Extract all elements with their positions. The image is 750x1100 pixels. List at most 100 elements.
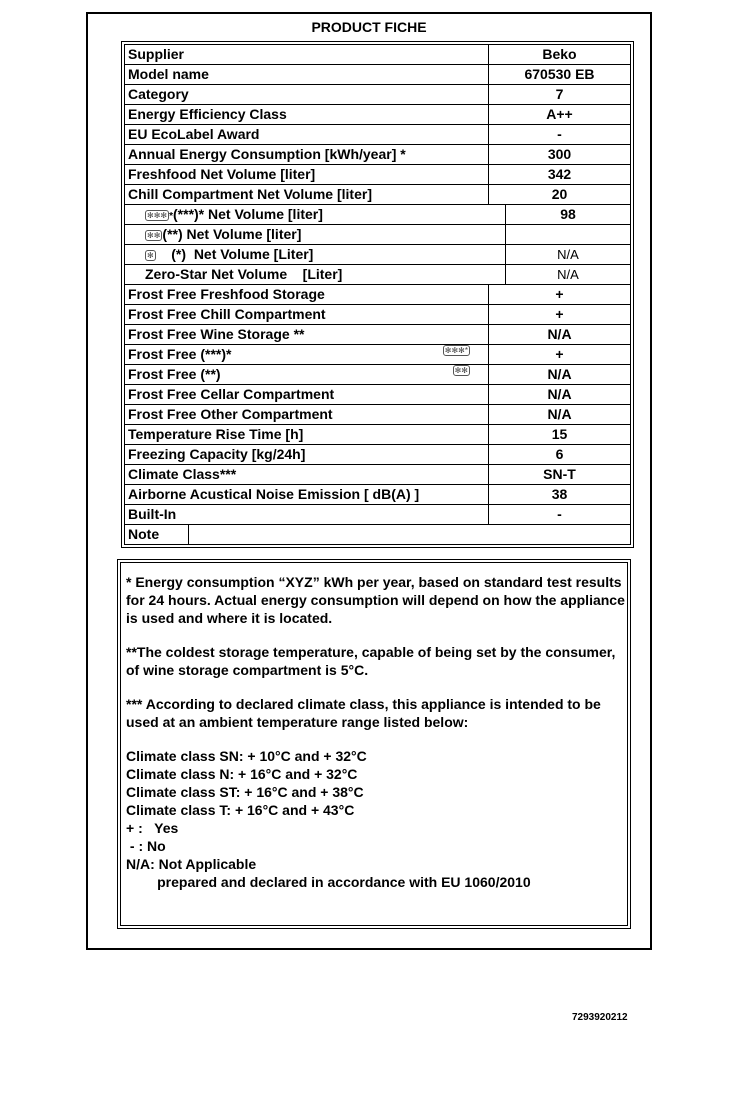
row-value: -	[557, 126, 562, 142]
row-label-text: Category	[128, 86, 189, 102]
row-value: N/A	[547, 386, 572, 402]
row-label: Model name	[125, 65, 489, 84]
row-value: +	[555, 346, 564, 362]
row-value: Beko	[542, 46, 577, 62]
row-label: Temperature Rise Time [h]	[125, 425, 489, 444]
two-star-icon: ✻✻	[452, 365, 470, 376]
row-label: Frost Free Other Compartment	[125, 405, 489, 424]
row-label-text: (*) Net Volume [Liter]	[155, 246, 314, 262]
row-value	[189, 525, 630, 544]
row-label-text: Zero-Star Net Volume [Liter]	[145, 266, 343, 282]
four-star-icon: ✻✻✻*	[442, 345, 470, 356]
table-row: EU EcoLabel Award -	[125, 125, 630, 145]
row-label: Frost Free (***)* ✻✻✻*	[125, 345, 489, 364]
table-row: ✻ (*) Net Volume [Liter] N/A	[125, 245, 630, 265]
table-row: Frost Free Freshfood Storage +	[125, 285, 630, 305]
table-row: Chill Compartment Net Volume [liter] 20	[125, 185, 630, 205]
row-value: -	[557, 506, 562, 522]
row-label-text: Frost Free Wine Storage **	[128, 326, 305, 342]
row-value: 98	[560, 206, 576, 222]
row-label: Note	[125, 525, 189, 544]
row-label-text: EU EcoLabel Award	[128, 126, 260, 142]
row-value: 670530 EB	[524, 66, 595, 82]
table-row: Annual Energy Consumption [kWh/year] * 30…	[125, 145, 630, 165]
table-row: Freezing Capacity [kg/24h] 6	[125, 445, 630, 465]
product-fiche: PRODUCT FICHE Supplier Beko Model name 6705…	[86, 12, 652, 950]
note-line: - : No	[126, 838, 166, 854]
table-row: Frost Free (***)* ✻✻✻* +	[125, 345, 630, 365]
row-label-text: Annual Energy Consumption [kWh/year] *	[128, 146, 406, 162]
row-label: Freezing Capacity [kg/24h]	[125, 445, 489, 464]
row-label-text: Freezing Capacity [kg/24h]	[128, 446, 306, 462]
table-row: Frost Free Other Compartment N/A	[125, 405, 630, 425]
row-label: Climate Class***	[125, 465, 489, 484]
row-label: Annual Energy Consumption [kWh/year] *	[125, 145, 489, 164]
row-value: SN-T	[543, 466, 576, 482]
note-line: Climate class N: + 16°C and + 32°C	[126, 766, 358, 782]
row-value: N/A	[547, 406, 572, 422]
table-row: Frost Free Wine Storage ** N/A	[125, 325, 630, 345]
row-value: 7	[555, 86, 564, 102]
table-row: Note	[125, 525, 630, 544]
table-row: Category 7	[125, 85, 630, 105]
row-label: Airborne Acustical Noise Emission [ dB(A…	[125, 485, 489, 504]
document-code: 7293920212	[572, 1012, 628, 1023]
row-value: N/A	[557, 267, 579, 282]
row-value: 6	[555, 446, 564, 462]
page-title: PRODUCT FICHE	[311, 19, 427, 35]
row-label-text: Airborne Acustical Noise Emission [ dB(A…	[128, 486, 420, 502]
row-value: 300	[547, 146, 572, 162]
row-label: Chill Compartment Net Volume [liter]	[125, 185, 489, 204]
row-value: +	[555, 286, 564, 302]
table-row: Climate Class*** SN-T	[125, 465, 630, 485]
row-value: N/A	[547, 326, 572, 342]
four-star-icon: ✻✻✻	[145, 209, 170, 221]
row-label-text: Energy Efficiency Class	[128, 106, 287, 122]
row-label-text: Frost Free Chill Compartment	[128, 306, 326, 322]
row-label-text: Note	[128, 526, 160, 542]
table-row: Frost Free Cellar Compartment N/A	[125, 385, 630, 405]
note-line: + : Yes	[126, 820, 179, 836]
row-label: Category	[125, 85, 489, 104]
asterisk-icon: *	[169, 211, 174, 222]
row-value: A++	[546, 106, 573, 122]
table-row: ✻✻ (**) Net Volume [liter]	[125, 225, 630, 245]
table-row: Temperature Rise Time [h] 15	[125, 425, 630, 445]
row-value: +	[555, 306, 564, 322]
table-row: Zero-Star Net Volume [Liter] N/A	[125, 265, 630, 285]
row-label-text: Freshfood Net Volume [liter]	[128, 166, 316, 182]
two-star-icon: ✻✻	[145, 229, 163, 241]
fiche-table: Supplier Beko Model name 670530 EB Category 7…	[121, 41, 634, 548]
row-label-text: Frost Free Freshfood Storage	[128, 286, 325, 302]
row-value: 20	[551, 186, 568, 202]
row-value	[506, 225, 630, 244]
row-label-text: Frost Free (**)	[128, 366, 221, 382]
table-row: Model name 670530 EB	[125, 65, 630, 85]
table-row: Freshfood Net Volume [liter] 342	[125, 165, 630, 185]
note-line: prepared and declared in accordance with…	[126, 874, 531, 890]
row-label-text: Model name	[128, 66, 209, 82]
note-climate: *** According to declared climate class,…	[126, 696, 601, 730]
row-label: EU EcoLabel Award	[125, 125, 489, 144]
table-row: Frost Free Chill Compartment +	[125, 305, 630, 325]
row-label-text: Frost Free (***)*	[128, 346, 232, 362]
row-label-text: Climate Class***	[128, 466, 237, 482]
row-value: N/A	[547, 366, 572, 382]
row-label-text: Built-In	[128, 506, 177, 522]
row-label-text: (**) Net Volume [liter]	[162, 226, 302, 242]
row-label: ✻ (*) Net Volume [Liter]	[125, 245, 506, 264]
row-label: ✻✻ (**) Net Volume [liter]	[125, 225, 506, 244]
row-label: Frost Free Freshfood Storage	[125, 285, 489, 304]
row-label-text: Supplier	[128, 46, 185, 62]
row-label: Frost Free Wine Storage **	[125, 325, 489, 344]
row-label: Frost Free Chill Compartment	[125, 305, 489, 324]
table-row: Built-In -	[125, 505, 630, 525]
row-label: Supplier	[125, 45, 489, 64]
table-row: Supplier Beko	[125, 45, 630, 65]
row-label: Built-In	[125, 505, 489, 524]
note-energy: * Energy consumption “XYZ” kWh per year,…	[126, 574, 625, 626]
row-label-text: Frost Free Cellar Compartment	[128, 386, 335, 402]
row-label-text: (***)* Net Volume [liter]	[173, 206, 323, 222]
footnotes: * Energy consumption “XYZ” kWh per year,…	[117, 559, 631, 929]
note-wine: **The coldest storage temperature, capab…	[126, 644, 616, 678]
